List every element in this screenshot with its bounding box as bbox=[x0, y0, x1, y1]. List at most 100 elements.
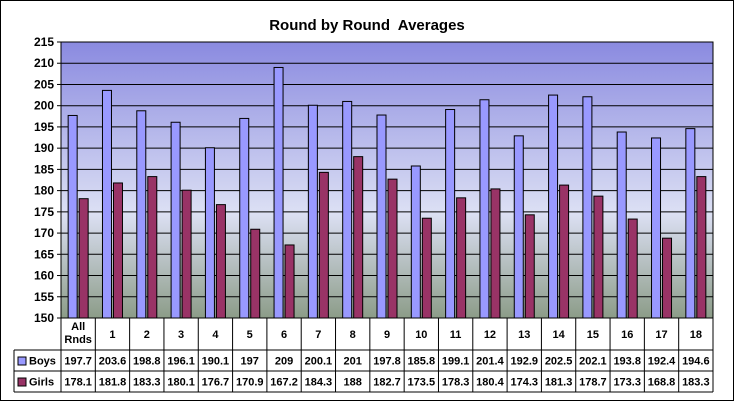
data-label-girls: 178.7 bbox=[579, 377, 607, 389]
y-tick-label: 150 bbox=[34, 311, 54, 325]
bar-girls bbox=[387, 178, 398, 319]
bar-girls bbox=[78, 198, 89, 319]
bar-boys bbox=[616, 131, 627, 319]
data-label-boys: 194.6 bbox=[682, 356, 710, 368]
data-label-boys: 190.1 bbox=[202, 356, 230, 368]
data-label-girls: 178.1 bbox=[64, 377, 92, 389]
data-label-boys: 197.8 bbox=[373, 356, 401, 368]
bar-boys bbox=[101, 89, 112, 319]
data-label-girls: 188 bbox=[344, 377, 362, 389]
legend-label-boys: Boys bbox=[29, 356, 56, 368]
data-label-girls: 183.3 bbox=[133, 377, 161, 389]
data-label-boys: 200.1 bbox=[305, 356, 333, 368]
bar-girls bbox=[524, 214, 535, 319]
data-label-boys: 193.8 bbox=[613, 356, 641, 368]
bar-girls bbox=[181, 189, 192, 319]
bar-girls bbox=[318, 171, 329, 319]
category-label: 6 bbox=[281, 329, 287, 341]
bar-boys bbox=[479, 99, 490, 319]
data-label-boys: 197.7 bbox=[64, 356, 92, 368]
bar-boys bbox=[513, 135, 524, 319]
data-label-boys: 199.1 bbox=[442, 356, 470, 368]
data-label-boys: 185.8 bbox=[408, 356, 436, 368]
data-label-boys: 196.1 bbox=[167, 356, 195, 368]
bar-girls bbox=[112, 182, 123, 319]
data-label-girls: 170.9 bbox=[236, 377, 264, 389]
bar-boys bbox=[445, 109, 456, 319]
data-label-boys: 203.6 bbox=[99, 356, 127, 368]
data-label-girls: 173.3 bbox=[613, 377, 641, 389]
bar-girls bbox=[627, 218, 638, 319]
data-label-boys: 209 bbox=[275, 356, 293, 368]
bar-girls bbox=[215, 204, 226, 319]
legend-swatch-boys bbox=[17, 356, 27, 366]
bar-boys bbox=[170, 121, 181, 319]
y-tick-label: 215 bbox=[34, 35, 54, 49]
category-label: 12 bbox=[484, 329, 496, 341]
y-tick-label: 170 bbox=[34, 226, 54, 240]
y-tick-label: 210 bbox=[34, 56, 54, 70]
bar-boys bbox=[273, 66, 284, 319]
bar-boys bbox=[342, 100, 353, 319]
category-label: All Rnds bbox=[64, 321, 92, 346]
bar-boys bbox=[376, 114, 387, 319]
category-label: 15 bbox=[587, 329, 599, 341]
y-tick-label: 180 bbox=[34, 184, 54, 198]
data-label-girls: 184.3 bbox=[305, 377, 333, 389]
bar-boys bbox=[204, 147, 215, 319]
bar-boys bbox=[307, 104, 318, 319]
data-label-girls: 176.7 bbox=[202, 377, 230, 389]
bar-boys bbox=[582, 96, 593, 319]
data-label-boys: 202.5 bbox=[545, 356, 573, 368]
data-label-girls: 174.3 bbox=[510, 377, 538, 389]
bar-girls bbox=[490, 188, 501, 319]
bar-girls bbox=[696, 176, 707, 319]
y-tick-label: 160 bbox=[34, 269, 54, 283]
bar-girls bbox=[421, 217, 432, 319]
data-label-girls: 168.8 bbox=[648, 377, 676, 389]
data-label-boys: 192.4 bbox=[648, 356, 676, 368]
category-label: 8 bbox=[350, 329, 356, 341]
y-tick-label: 205 bbox=[34, 77, 54, 91]
data-label-girls: 181.8 bbox=[99, 377, 127, 389]
data-label-boys: 192.9 bbox=[510, 356, 538, 368]
category-label: 7 bbox=[315, 329, 321, 341]
bar-girls bbox=[559, 184, 570, 319]
category-label: 17 bbox=[655, 329, 667, 341]
bar-girls bbox=[593, 195, 604, 319]
bar-boys bbox=[136, 110, 147, 319]
bar-boys bbox=[67, 114, 78, 319]
category-label: 13 bbox=[518, 329, 530, 341]
category-label: 10 bbox=[415, 329, 427, 341]
bar-girls bbox=[353, 156, 364, 319]
data-label-girls: 182.7 bbox=[373, 377, 401, 389]
data-label-boys: 202.1 bbox=[579, 356, 607, 368]
bars-layer bbox=[67, 66, 707, 319]
y-tick-label: 185 bbox=[34, 162, 54, 176]
data-label-girls: 178.3 bbox=[442, 377, 470, 389]
category-label: 5 bbox=[247, 329, 253, 341]
bar-girls bbox=[456, 197, 467, 319]
data-label-girls: 180.4 bbox=[476, 377, 504, 389]
category-label: 16 bbox=[621, 329, 633, 341]
data-label-girls: 167.2 bbox=[270, 377, 298, 389]
y-tick-label: 165 bbox=[34, 247, 54, 261]
data-label-boys: 201 bbox=[344, 356, 362, 368]
chart-title: Round by Round Averages bbox=[269, 17, 465, 34]
y-tick-label: 200 bbox=[34, 99, 54, 113]
y-tick-label: 190 bbox=[34, 141, 54, 155]
bar-girls bbox=[284, 244, 295, 319]
data-label-girls: 181.3 bbox=[545, 377, 573, 389]
category-label: 1 bbox=[109, 329, 115, 341]
category-label: 11 bbox=[450, 329, 462, 341]
data-label-girls: 180.1 bbox=[167, 377, 195, 389]
legend-label-girls: Girls bbox=[29, 377, 54, 389]
bar-boys bbox=[548, 94, 559, 319]
category-label: 18 bbox=[690, 329, 702, 341]
grid-layer bbox=[61, 62, 713, 298]
bar-boys bbox=[651, 137, 662, 319]
legend-swatch-girls bbox=[17, 377, 27, 387]
bar-girls bbox=[662, 237, 673, 319]
